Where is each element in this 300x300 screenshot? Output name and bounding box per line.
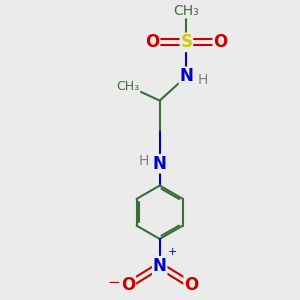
Text: N: N xyxy=(153,257,166,275)
Text: O: O xyxy=(121,276,135,294)
Text: H: H xyxy=(197,73,208,87)
Text: O: O xyxy=(184,276,198,294)
Text: H: H xyxy=(138,154,149,168)
Text: N: N xyxy=(179,67,193,85)
Text: CH₃: CH₃ xyxy=(173,4,199,18)
Text: O: O xyxy=(213,33,227,51)
Text: +: + xyxy=(168,247,178,257)
Text: S: S xyxy=(180,33,192,51)
Text: O: O xyxy=(145,33,160,51)
Text: CH₃: CH₃ xyxy=(117,80,140,92)
Text: −: − xyxy=(107,275,120,290)
Text: N: N xyxy=(153,155,166,173)
